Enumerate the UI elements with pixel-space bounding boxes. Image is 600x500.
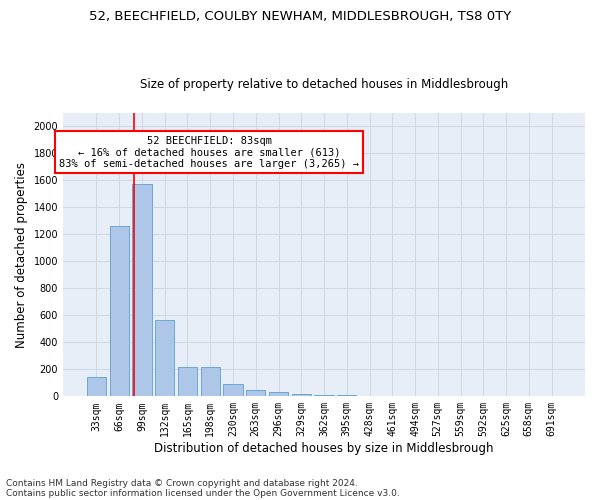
Text: Contains public sector information licensed under the Open Government Licence v3: Contains public sector information licen…	[6, 488, 400, 498]
Bar	[110, 226, 129, 396]
Y-axis label: Number of detached properties: Number of detached properties	[15, 162, 28, 348]
Bar	[132, 184, 152, 396]
Bar	[87, 378, 106, 396]
Bar	[337, 395, 356, 396]
Text: 52 BEECHFIELD: 83sqm
← 16% of detached houses are smaller (613)
83% of semi-deta: 52 BEECHFIELD: 83sqm ← 16% of detached h…	[59, 136, 359, 169]
X-axis label: Distribution of detached houses by size in Middlesbrough: Distribution of detached houses by size …	[154, 442, 494, 455]
Text: Contains HM Land Registry data © Crown copyright and database right 2024.: Contains HM Land Registry data © Crown c…	[6, 478, 358, 488]
Bar	[155, 320, 175, 396]
Bar	[200, 366, 220, 396]
Bar	[246, 390, 265, 396]
Bar	[223, 384, 242, 396]
Text: 52, BEECHFIELD, COULBY NEWHAM, MIDDLESBROUGH, TS8 0TY: 52, BEECHFIELD, COULBY NEWHAM, MIDDLESBR…	[89, 10, 511, 23]
Bar	[292, 394, 311, 396]
Bar	[314, 395, 334, 396]
Bar	[178, 366, 197, 396]
Title: Size of property relative to detached houses in Middlesbrough: Size of property relative to detached ho…	[140, 78, 508, 91]
Bar	[269, 392, 288, 396]
